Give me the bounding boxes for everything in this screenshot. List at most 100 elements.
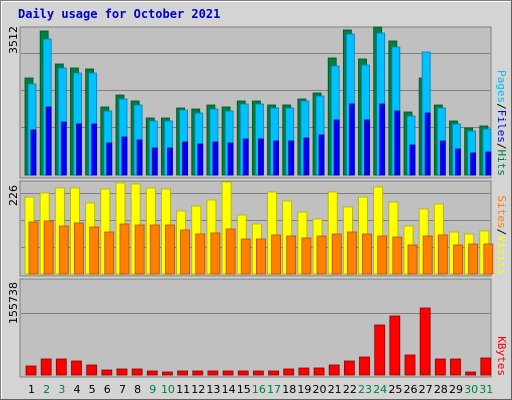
bar-sites-day-16 — [255, 238, 266, 275]
bar-pages-day-13 — [212, 141, 219, 176]
bar-sites-day-31 — [483, 243, 494, 275]
bar-kbytes-day-7 — [116, 368, 128, 376]
x-tick-label: 19 — [297, 383, 311, 396]
bar-pages-day-6 — [106, 142, 113, 176]
bar-sites-day-30 — [468, 243, 479, 275]
bar-kbytes-day-22 — [343, 360, 355, 376]
bar-sites-day-2 — [43, 220, 54, 275]
bar-kbytes-day-26 — [404, 354, 416, 376]
legend-kbytes: KBytes — [495, 336, 508, 376]
bar-pages-day-22 — [348, 103, 355, 176]
bar-sites-day-14 — [225, 228, 236, 275]
legend-entry: / — [495, 143, 508, 150]
bar-kbytes-day-10 — [162, 371, 173, 376]
bar-sites-day-6 — [104, 231, 115, 275]
bar-sites-day-9 — [149, 224, 160, 275]
bar-sites-day-21 — [331, 233, 342, 275]
x-tick-label: 30 — [464, 383, 478, 396]
x-tick-label: 23 — [358, 383, 372, 396]
bar-kbytes-day-5 — [86, 364, 98, 376]
x-tick-label: 10 — [161, 383, 175, 396]
bar-pages-day-25 — [394, 110, 401, 176]
legend-entry: / — [495, 103, 508, 110]
bar-kbytes-day-9 — [146, 370, 158, 376]
bar-sites-day-8 — [134, 224, 145, 275]
legend-entry: Sites — [495, 196, 508, 229]
bar-pages-day-2 — [45, 106, 52, 176]
bar-pages-day-14 — [227, 142, 234, 176]
bar-kbytes-day-14 — [222, 370, 234, 376]
bar-pages-day-20 — [318, 134, 325, 176]
bar-kbytes-day-24 — [374, 324, 386, 376]
bar-kbytes-day-6 — [101, 369, 113, 376]
x-tick-label: 13 — [206, 383, 220, 396]
bar-sites-day-1 — [28, 221, 39, 275]
bar-sites-day-15 — [240, 238, 251, 275]
x-tick-labels: 1 2 3 4 5 6 7 8 9 10 11 12 13 14 15 16 17 18 19 20 21 22 23 24 2… — [28, 383, 493, 396]
bar-pages-day-21 — [333, 119, 340, 176]
bar-pages-day-8 — [136, 139, 143, 176]
legend-entry: Files — [495, 110, 508, 143]
bar-sites-day-4 — [74, 222, 84, 275]
x-tick-label: 21 — [328, 383, 342, 396]
bar-sites-day-24 — [377, 235, 388, 275]
bar-pages-day-5 — [91, 123, 98, 176]
x-tick-label: 12 — [191, 383, 205, 396]
bar-kbytes-day-11 — [177, 370, 189, 376]
x-tick-label: 8 — [134, 383, 141, 396]
bar-sites-day-10 — [165, 224, 175, 275]
bars-layer — [24, 26, 494, 376]
x-tick-label: 27 — [419, 383, 433, 396]
bar-pages-day-15 — [242, 138, 249, 176]
bar-sites-day-25 — [392, 236, 403, 275]
bar-pages-day-12 — [197, 143, 204, 176]
bar-kbytes-day-8 — [131, 368, 143, 376]
bar-sites-day-29 — [453, 244, 463, 275]
bar-kbytes-day-20 — [313, 367, 325, 376]
x-tick-label: 7 — [119, 383, 126, 396]
bar-kbytes-day-25 — [389, 315, 401, 376]
bar-pages-day-29 — [455, 148, 461, 176]
bar-sites-day-3 — [58, 225, 69, 275]
legend-hits-files-pages: Pages/Files/Hits — [495, 70, 508, 176]
bar-kbytes-day-28 — [434, 358, 446, 376]
x-tick-label: 16 — [252, 383, 266, 396]
x-tick-label: 6 — [104, 383, 111, 396]
bar-pages-day-23 — [364, 119, 370, 176]
legend-visits-sites: Sites/Visits — [495, 196, 508, 276]
x-tick-label: 4 — [73, 383, 80, 396]
bar-sites-day-20 — [316, 235, 327, 275]
bar-sites-day-5 — [89, 226, 100, 275]
legend-entry: KBytes — [495, 336, 508, 376]
bar-pages-day-27 — [424, 112, 431, 176]
x-tick-label: 28 — [434, 383, 448, 396]
bar-pages-day-11 — [182, 141, 189, 176]
bar-pages-day-19 — [303, 137, 310, 176]
ymax-label-visits: 226 — [7, 185, 20, 206]
bar-sites-day-23 — [362, 233, 372, 275]
bar-pages-day-10 — [167, 147, 173, 176]
bar-kbytes-day-16 — [252, 370, 264, 376]
x-tick-label: 1 — [28, 383, 35, 396]
bar-pages-day-18 — [288, 140, 295, 176]
bar-kbytes-day-23 — [359, 356, 370, 376]
x-tick-label: 9 — [149, 383, 156, 396]
bar-pages-day-26 — [409, 144, 416, 176]
bar-kbytes-day-2 — [40, 358, 52, 376]
bar-kbytes-day-13 — [207, 370, 219, 376]
x-tick-label: 22 — [343, 383, 357, 396]
bar-pages-day-30 — [470, 152, 477, 176]
bar-sites-day-11 — [180, 229, 191, 275]
x-tick-label: 25 — [388, 383, 402, 396]
ymax-label-kbytes: 155738 — [7, 282, 20, 324]
bar-kbytes-day-30 — [465, 371, 477, 376]
bar-pages-day-4 — [76, 123, 82, 176]
bar-pages-day-28 — [439, 140, 446, 176]
bar-kbytes-day-4 — [71, 360, 82, 376]
x-tick-label: 14 — [222, 383, 236, 396]
x-tick-label: 2 — [43, 383, 50, 396]
x-tick-label: 29 — [449, 383, 463, 396]
bar-sites-day-18 — [286, 235, 297, 275]
bar-kbytes-day-31 — [480, 357, 492, 376]
